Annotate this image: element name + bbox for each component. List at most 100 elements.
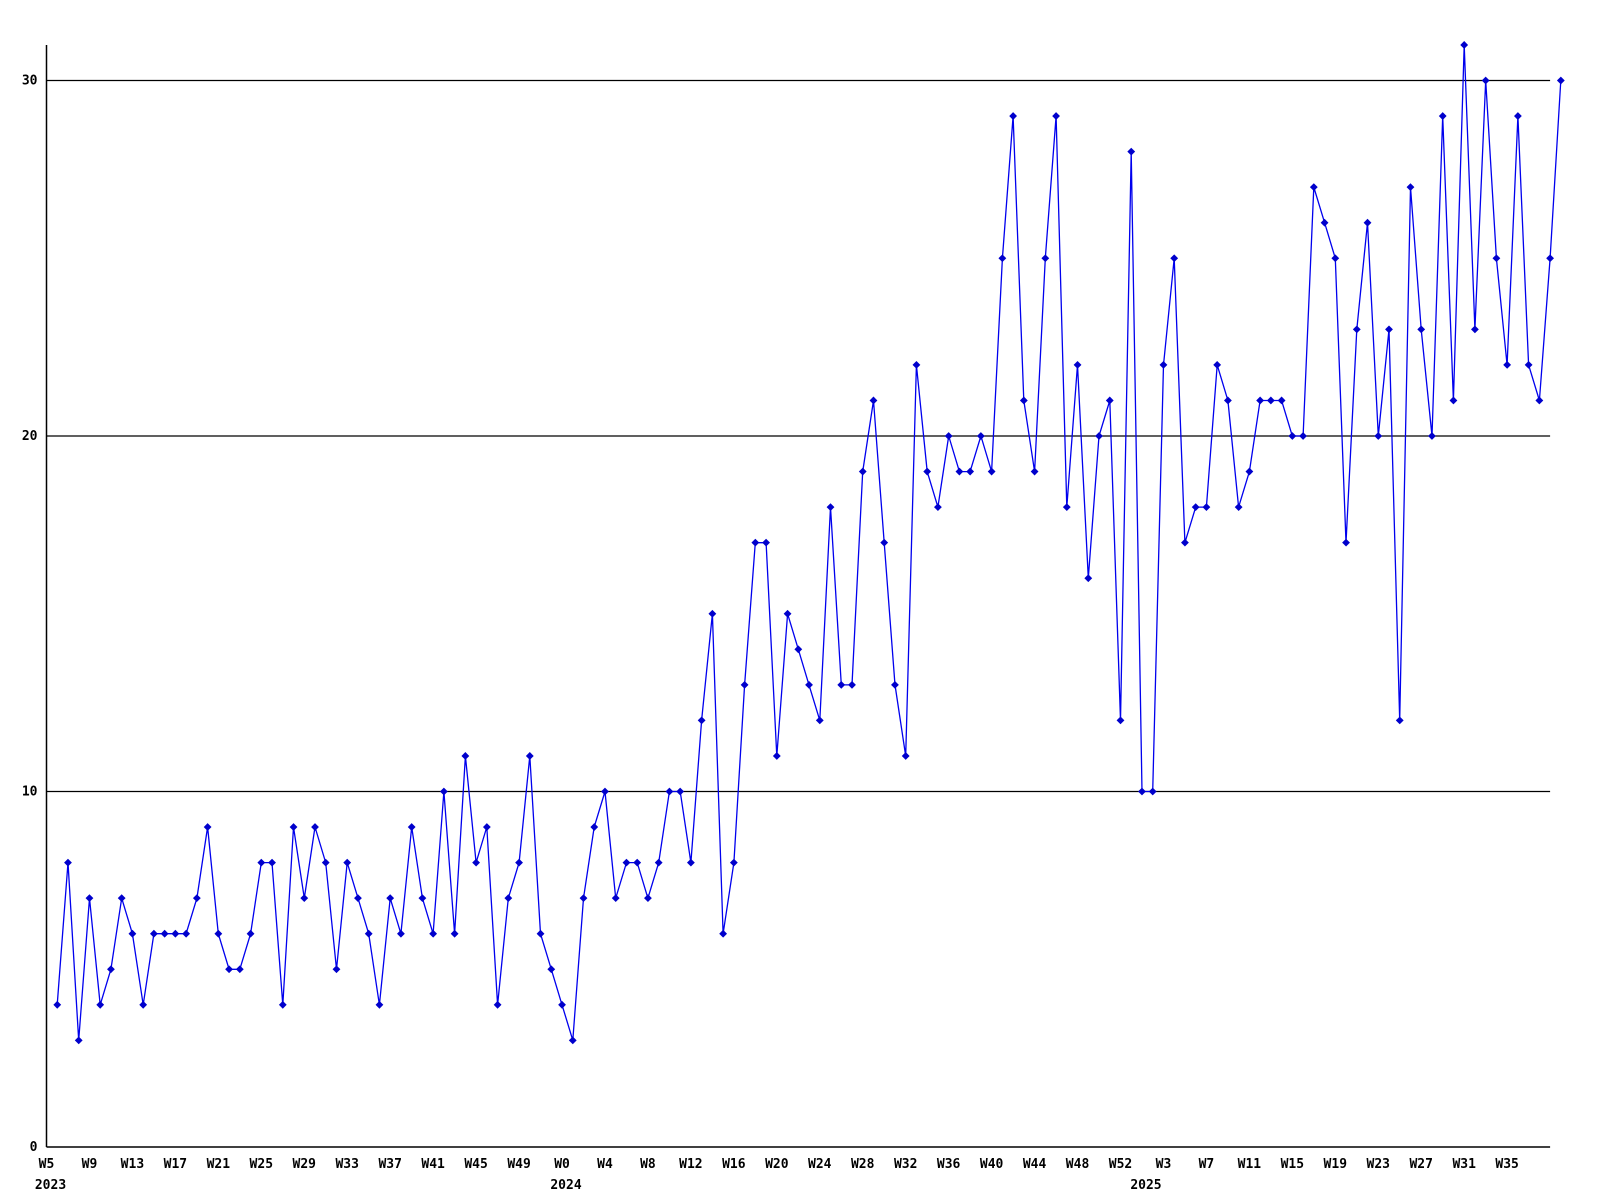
data-point-marker: [1374, 432, 1383, 440]
data-point-marker: [966, 467, 975, 476]
data-point-marker: [611, 894, 620, 903]
data-point-marker: [461, 752, 470, 760]
data-point-marker: [568, 1036, 577, 1045]
data-point-marker: [998, 254, 1007, 263]
data-point-marker: [1256, 396, 1265, 405]
data-point-marker: [579, 894, 588, 903]
x-tick-label: W33: [335, 1157, 358, 1172]
data-point-marker: [171, 929, 180, 938]
data-point-marker: [848, 680, 856, 689]
x-tick-label: W27: [1409, 1157, 1432, 1172]
x-year-label: 2023: [35, 1178, 66, 1193]
data-point-marker: [1481, 76, 1490, 85]
x-tick-label: W7: [1199, 1157, 1215, 1172]
data-point-marker: [976, 432, 985, 440]
axis-labels: 0 10 20 30 W5 W9 W13 W17 W21 W25 W29 W33 W37 W41 W45 W4…: [22, 74, 1519, 1194]
data-point-marker: [74, 1036, 83, 1045]
data-point-marker: [665, 787, 674, 796]
data-point-marker: [311, 823, 319, 831]
x-tick-label: W52: [1109, 1157, 1132, 1172]
data-point-marker: [246, 929, 255, 938]
x-tick-label: W31: [1452, 1157, 1476, 1172]
data-point-marker: [772, 752, 781, 760]
data-point-marker: [837, 680, 846, 689]
data-point-marker: [139, 1000, 148, 1009]
data-point-marker: [1406, 183, 1415, 192]
x-tick-label: W19: [1324, 1157, 1347, 1172]
x-tick-label: W40: [980, 1157, 1004, 1172]
data-point-marker: [160, 929, 169, 938]
x-tick-label: W23: [1367, 1157, 1390, 1172]
data-point-marker: [622, 858, 631, 867]
data-point-marker: [1127, 147, 1136, 156]
data-point-marker: [1148, 787, 1157, 796]
x-tick-label: W32: [894, 1157, 917, 1172]
data-point-marker: [944, 432, 953, 440]
data-point-marker: [515, 858, 523, 867]
data-point-marker: [1138, 787, 1146, 796]
data-point-marker: [472, 858, 481, 867]
data-point-marker: [85, 894, 94, 903]
data-point-marker: [364, 929, 373, 938]
data-point-marker: [257, 858, 266, 867]
data-point-marker: [805, 680, 813, 689]
x-year-label: 2025: [1130, 1178, 1161, 1193]
x-tick-label: W8: [640, 1157, 656, 1172]
data-point-marker: [525, 752, 534, 760]
data-point-marker: [1245, 467, 1254, 476]
data-point-marker: [601, 787, 609, 796]
data-point-marker: [1277, 396, 1286, 405]
x-tick-label: W35: [1495, 1157, 1518, 1172]
x-tick-label: W9: [82, 1157, 98, 1172]
gridlines: [46, 79, 1551, 793]
x-year-label: 2024: [550, 1178, 581, 1193]
data-point-marker: [354, 894, 362, 903]
x-tick-label: W0: [554, 1157, 570, 1172]
data-point-marker: [278, 1000, 287, 1009]
y-tick-label: 20: [22, 429, 38, 444]
data-point-marker: [590, 823, 599, 831]
data-point-marker: [1320, 218, 1329, 227]
data-point-marker: [289, 823, 298, 831]
data-point-marker: [719, 929, 728, 938]
data-points: [53, 41, 1565, 1045]
data-point-marker: [429, 929, 438, 938]
data-point-marker: [1331, 254, 1340, 263]
axes: [45, 45, 1551, 1148]
data-point-marker: [1428, 432, 1436, 440]
data-point-marker: [128, 929, 137, 938]
x-tick-label: W29: [293, 1157, 316, 1172]
data-point-marker: [64, 858, 72, 867]
data-point-marker: [1159, 360, 1168, 369]
data-point-marker: [117, 894, 126, 903]
data-point-marker: [923, 467, 932, 476]
x-tick-label: W45: [464, 1157, 487, 1172]
data-point-marker: [1170, 254, 1179, 263]
data-point-marker: [1385, 325, 1393, 334]
data-point-marker: [1062, 503, 1071, 512]
data-point-marker: [1299, 432, 1307, 440]
data-point-marker: [192, 894, 201, 903]
data-point-marker: [1116, 716, 1125, 725]
x-tick-label: W13: [121, 1157, 144, 1172]
data-point-marker: [1471, 325, 1479, 334]
data-point-marker: [214, 929, 223, 938]
data-point-marker: [1052, 112, 1060, 120]
data-point-marker: [815, 716, 824, 725]
data-point-marker: [1460, 41, 1469, 49]
data-point-marker: [697, 716, 706, 725]
data-point-marker: [558, 1000, 566, 1009]
data-point-marker: [740, 680, 749, 689]
data-point-marker: [375, 1000, 384, 1009]
data-point-marker: [891, 680, 899, 689]
data-point-marker: [418, 894, 427, 903]
data-point-marker: [343, 858, 352, 867]
x-tick-label: W37: [378, 1157, 401, 1172]
x-tick-label: W5: [39, 1157, 55, 1172]
data-point-marker: [1535, 396, 1544, 405]
data-point-marker: [912, 360, 921, 369]
data-point-marker: [901, 752, 910, 760]
data-point-marker: [268, 858, 276, 867]
data-point-marker: [1181, 538, 1189, 547]
